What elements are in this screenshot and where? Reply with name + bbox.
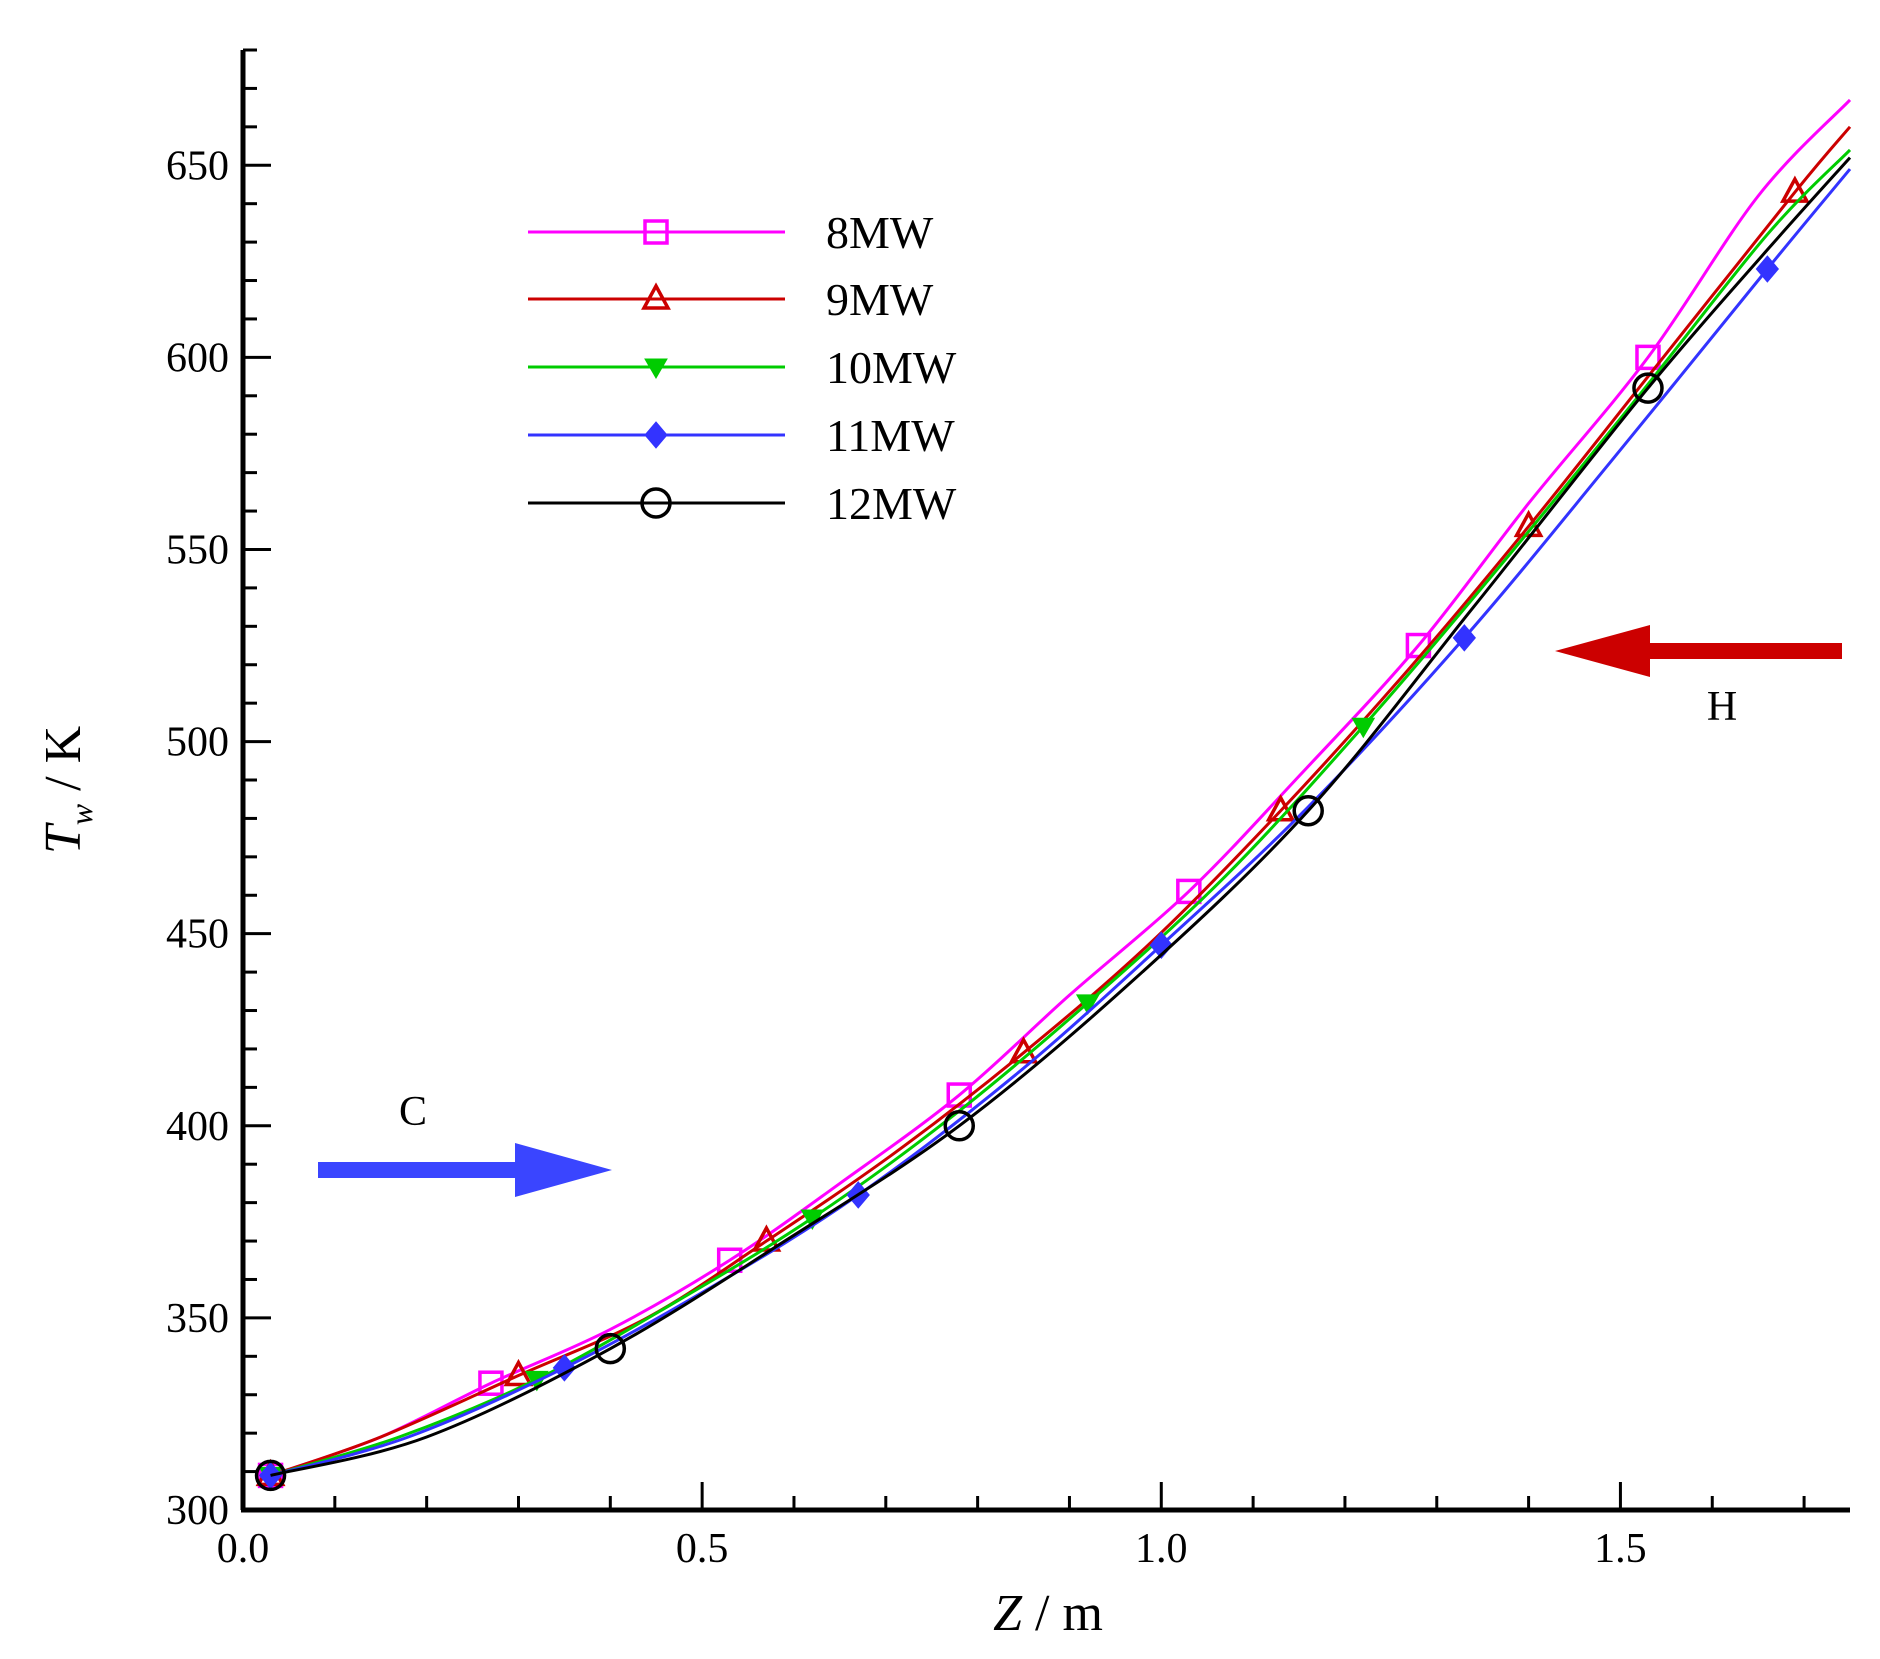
legend-marker xyxy=(643,219,669,245)
annotation-h-label: H xyxy=(1707,684,1737,730)
legend-item-12mw: 12MW xyxy=(528,478,957,529)
y-axis-title-sub: w xyxy=(63,803,99,825)
legend-marker xyxy=(640,487,672,519)
series-layer xyxy=(254,98,1852,1492)
data-point xyxy=(1176,878,1202,905)
x-tick-label: 1.5 xyxy=(1594,1526,1647,1572)
legend: 8MW 9MW 10MW 11MW 12MW xyxy=(528,207,957,529)
data-point xyxy=(1635,344,1661,371)
series-12mw xyxy=(254,156,1852,1492)
x-tick-label: 0.0 xyxy=(217,1526,270,1572)
series-line xyxy=(270,125,1852,1477)
x-tick-label: 0.5 xyxy=(676,1526,729,1572)
legend-item-11mw: 11MW xyxy=(528,410,955,461)
legend-item-8mw: 8MW xyxy=(528,207,934,258)
blue-arrow-right xyxy=(318,1143,612,1197)
series-line xyxy=(270,148,1852,1477)
series-10mw xyxy=(258,148,1852,1488)
series-11mw xyxy=(258,168,1852,1490)
y-axis-title-unit: / K xyxy=(35,725,92,803)
x-tick-label: 1.0 xyxy=(1135,1526,1188,1572)
y-tick-label: 400 xyxy=(166,1104,229,1150)
legend-label: 10MW xyxy=(826,342,957,393)
legend-item-10mw: 10MW xyxy=(528,342,957,393)
coolant-inlet-annotation: C xyxy=(318,1089,612,1197)
data-point xyxy=(254,1459,287,1492)
legend-label: 12MW xyxy=(826,478,957,529)
data-point xyxy=(1075,994,1100,1015)
y-axis-title: Tw / K xyxy=(35,725,99,854)
y-axis-title-var: T xyxy=(35,822,92,854)
x-axis-title-unit: / m xyxy=(1022,1585,1103,1642)
legend-label: 11MW xyxy=(826,410,955,461)
x-axis-title: Z / m xyxy=(993,1585,1103,1642)
y-tick-label: 450 xyxy=(166,912,229,958)
data-point xyxy=(1452,624,1476,652)
y-tick-label: 600 xyxy=(166,335,229,381)
y-tick-label: 300 xyxy=(166,1488,229,1534)
legend-item-9mw: 9MW xyxy=(528,274,934,325)
data-point xyxy=(503,1358,534,1387)
x-ticks: 0.0 0.5 1.0 1.5 xyxy=(217,1482,1806,1572)
series-8mw xyxy=(257,98,1852,1489)
data-point xyxy=(751,1224,782,1252)
data-point xyxy=(1779,175,1810,203)
y-tick-label: 500 xyxy=(166,720,229,766)
hot-inlet-annotation: H xyxy=(1555,625,1842,730)
data-point xyxy=(1632,372,1664,404)
legend-label: 9MW xyxy=(826,274,934,325)
annotation-c-label: C xyxy=(399,1089,427,1135)
y-tick-label: 650 xyxy=(166,143,229,189)
series-line xyxy=(270,156,1852,1477)
y-tick-label: 350 xyxy=(166,1296,229,1342)
data-point xyxy=(552,1354,577,1382)
data-point xyxy=(1351,717,1376,739)
legend-marker xyxy=(641,282,671,310)
y-ticks: 300 350 400 450 500 550 600 650 xyxy=(166,48,271,1534)
data-point xyxy=(1008,1036,1039,1064)
legend-marker xyxy=(644,358,668,379)
data-point xyxy=(1755,255,1780,283)
legend-label: 8MW xyxy=(826,207,934,258)
series-line xyxy=(270,98,1852,1477)
x-axis-title-var: Z xyxy=(993,1585,1023,1642)
series-line xyxy=(270,168,1852,1477)
axes xyxy=(240,50,1850,1513)
red-arrow-left xyxy=(1555,625,1842,677)
data-point xyxy=(594,1332,627,1365)
data-point xyxy=(943,1110,976,1142)
legend-marker xyxy=(644,421,668,449)
annotations: C H xyxy=(318,625,1842,1197)
data-point xyxy=(1292,794,1324,827)
series-9mw xyxy=(255,125,1852,1487)
y-tick-label: 550 xyxy=(166,527,229,573)
